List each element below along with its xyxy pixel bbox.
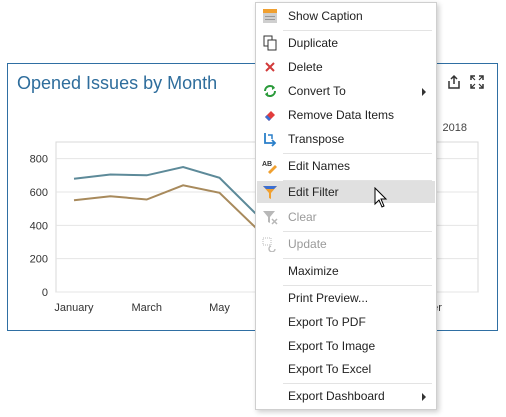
menu-item-export-image[interactable]: Export To Image bbox=[257, 335, 435, 357]
menu-item-label: Delete bbox=[288, 60, 323, 74]
submenu-arrow-icon bbox=[422, 88, 426, 96]
menu-item-label: Print Preview... bbox=[288, 291, 369, 305]
update-icon bbox=[262, 237, 276, 252]
y-tick-label: 200 bbox=[30, 254, 48, 266]
filter-icon bbox=[263, 186, 277, 199]
menu-item-label: Edit Names bbox=[288, 159, 351, 173]
menu-separator bbox=[283, 258, 432, 259]
x-tick-label: January bbox=[54, 302, 94, 314]
menu-separator bbox=[283, 383, 432, 384]
y-tick-label: 600 bbox=[30, 187, 48, 199]
menu-separator bbox=[283, 180, 432, 181]
convert-icon bbox=[264, 85, 276, 97]
series-line-2 bbox=[73, 184, 257, 229]
eraser-icon bbox=[265, 111, 275, 121]
menu-item-export-dashboard[interactable]: Export Dashboard bbox=[257, 385, 435, 407]
menu-item-delete[interactable]: Delete bbox=[257, 56, 435, 78]
menu-item-label: Transpose bbox=[288, 132, 345, 146]
menu-item-clear[interactable]: Clear bbox=[257, 206, 435, 228]
edit-names-icon: AB bbox=[262, 161, 277, 174]
menu-item-label: Export To Excel bbox=[288, 362, 372, 376]
menu-item-label: Update bbox=[288, 237, 327, 251]
export-icon[interactable] bbox=[446, 74, 462, 90]
context-menu: Show Caption Duplicate Delete Convert To… bbox=[255, 2, 437, 410]
menu-item-label: Maximize bbox=[288, 264, 339, 278]
maximize-icon[interactable] bbox=[469, 74, 485, 90]
menu-item-print-preview[interactable]: Print Preview... bbox=[257, 287, 435, 309]
menu-separator bbox=[283, 153, 432, 154]
menu-separator bbox=[283, 285, 432, 286]
show-caption-icon bbox=[263, 9, 277, 23]
menu-item-label: Remove Data Items bbox=[288, 108, 395, 122]
menu-item-label: Convert To bbox=[288, 84, 346, 98]
mouse-cursor-icon bbox=[374, 187, 388, 208]
transpose-icon bbox=[264, 133, 277, 147]
menu-item-remove-data-items[interactable]: Remove Data Items bbox=[257, 104, 435, 126]
menu-item-maximize[interactable]: Maximize bbox=[257, 260, 435, 282]
menu-item-export-pdf[interactable]: Export To PDF bbox=[257, 311, 435, 333]
y-tick-label: 400 bbox=[30, 220, 48, 232]
menu-item-convert-to[interactable]: Convert To bbox=[257, 80, 435, 102]
delete-icon bbox=[265, 62, 275, 72]
menu-item-update[interactable]: Update bbox=[257, 233, 435, 255]
menu-item-show-caption[interactable]: Show Caption bbox=[257, 5, 435, 27]
menu-item-label: Export To PDF bbox=[288, 315, 366, 329]
x-tick-label: May bbox=[209, 302, 230, 314]
duplicate-icon bbox=[263, 35, 277, 51]
menu-item-export-excel[interactable]: Export To Excel bbox=[257, 358, 435, 380]
svg-text:AB: AB bbox=[262, 161, 272, 168]
clear-filter-icon bbox=[263, 211, 278, 225]
menu-item-label: Clear bbox=[288, 210, 317, 224]
menu-item-label: Export To Image bbox=[288, 339, 376, 353]
card-title: Opened Issues by Month bbox=[17, 73, 218, 93]
menu-item-edit-names[interactable]: AB Edit Names bbox=[257, 155, 435, 177]
menu-item-edit-filter[interactable]: Edit Filter bbox=[257, 181, 435, 203]
x-tick-label: March bbox=[131, 302, 162, 314]
menu-item-label: Duplicate bbox=[288, 36, 339, 50]
y-tick-label: 0 bbox=[42, 287, 48, 299]
year-label: 2018 bbox=[442, 122, 467, 134]
menu-separator bbox=[283, 30, 432, 31]
menu-item-label: Edit Filter bbox=[288, 185, 339, 199]
menu-item-duplicate[interactable]: Duplicate bbox=[257, 32, 435, 54]
submenu-arrow-icon bbox=[422, 393, 426, 401]
menu-item-label: Export Dashboard bbox=[288, 389, 385, 403]
menu-separator bbox=[283, 231, 432, 232]
menu-item-label: Show Caption bbox=[288, 9, 363, 23]
y-tick-label: 800 bbox=[30, 154, 48, 166]
menu-item-transpose[interactable]: Transpose bbox=[257, 128, 435, 150]
